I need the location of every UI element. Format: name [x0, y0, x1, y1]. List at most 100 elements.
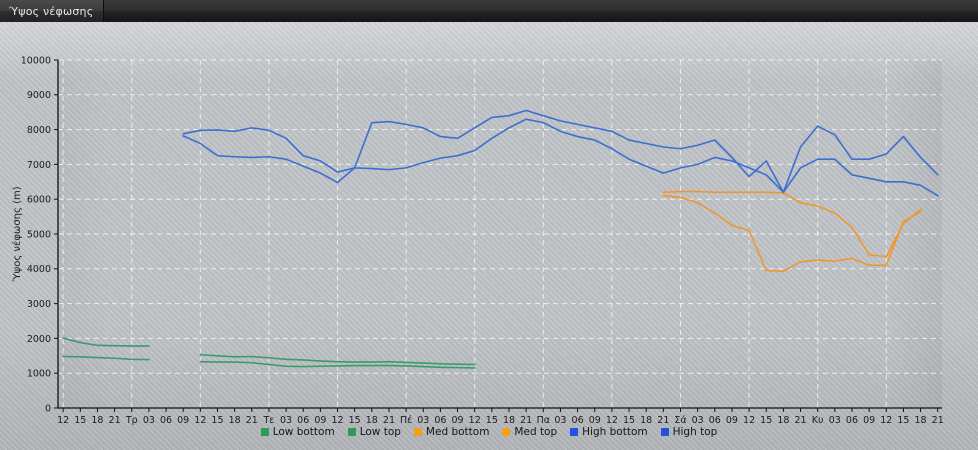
- legend-swatch-icon: [347, 428, 356, 436]
- y-axis-title: Ύψος νέφωσης (m): [11, 186, 23, 282]
- x-tick-label: 09: [177, 415, 189, 426]
- x-tick-label: 03: [143, 415, 155, 426]
- x-tick-label: 15: [760, 415, 772, 426]
- x-tick-label: Τρ: [125, 415, 138, 426]
- tick-label-layer: 0 1000 2000 3000 4000 5000 6000 7000 8000 9000 100…: [21, 55, 944, 426]
- panel-shading: [0, 22, 978, 450]
- chart-panel: 0 1000 2000 3000 4000 5000 6000 7000 8000 9000 100…: [0, 22, 978, 450]
- x-tick-label: 21: [109, 415, 121, 426]
- x-tick-label: 09: [452, 415, 464, 426]
- x-tick-label: Πα: [537, 415, 550, 426]
- legend-label: Low bottom: [272, 426, 335, 438]
- x-tick-label: 18: [777, 415, 789, 426]
- x-tick-label: Κυ: [812, 415, 824, 426]
- x-tick-label: 21: [657, 415, 669, 426]
- x-tick-label: 18: [229, 415, 241, 426]
- window-titlebar: Ύψος νέφωσης: [0, 0, 978, 23]
- x-tick-label: 15: [486, 415, 498, 426]
- x-tick-label: 15: [349, 415, 361, 426]
- legend-item-high-top[interactable]: High top: [660, 426, 718, 438]
- legend-label: Low top: [359, 426, 401, 438]
- x-tick-label: 03: [417, 415, 429, 426]
- x-tick-label: 15: [211, 415, 223, 426]
- x-tick-label: 18: [91, 415, 103, 426]
- x-tick-label: 12: [57, 415, 69, 426]
- x-tick-label: 21: [246, 415, 258, 426]
- x-tick-label: 06: [709, 415, 721, 426]
- y-tick-label: 8000: [27, 125, 51, 136]
- y-tick-label: 7000: [27, 160, 51, 171]
- x-tick-label: 12: [606, 415, 618, 426]
- legend-item-high-bottom[interactable]: High bottom: [570, 426, 648, 438]
- grid-layer: [58, 59, 942, 408]
- y-tick-label: 4000: [27, 264, 51, 275]
- y-tick-label: 5000: [27, 229, 51, 240]
- x-tick-label: 09: [589, 415, 601, 426]
- y-tick-label: 0: [45, 403, 51, 414]
- x-tick-label: Σά: [674, 415, 686, 426]
- x-tick-label: 15: [897, 415, 909, 426]
- x-tick-label: 21: [932, 415, 944, 426]
- y-tick-label: 1000: [27, 369, 51, 380]
- x-tick-label: 06: [160, 415, 172, 426]
- x-tick-label: 12: [194, 415, 206, 426]
- x-tick-label: 09: [314, 415, 326, 426]
- legend-label: Med top: [514, 426, 558, 438]
- x-tick-label: 06: [297, 415, 309, 426]
- legend-swatch-icon: [502, 428, 511, 436]
- legend-label: Med bottom: [425, 426, 490, 438]
- y-tick-label: 10000: [21, 55, 51, 66]
- panel-hatch-texture: [0, 22, 978, 450]
- x-tick-label: 21: [383, 415, 395, 426]
- series-low-bottom: [62, 355, 476, 369]
- legend-swatch-icon: [570, 428, 579, 436]
- series-med-top: [662, 190, 922, 258]
- chart-tab-label: Ύψος νέφωσης: [9, 4, 94, 18]
- x-tick-label: 06: [434, 415, 446, 426]
- x-tick-label: 06: [572, 415, 584, 426]
- legend-label: High bottom: [582, 426, 648, 438]
- legend-item-low-bottom[interactable]: Low bottom: [260, 426, 335, 438]
- x-tick-label: 06: [846, 415, 858, 426]
- x-tick-label: 12: [880, 415, 892, 426]
- legend-swatch-icon: [260, 428, 269, 436]
- y-tick-label: 2000: [27, 334, 51, 345]
- y-tick-label: 9000: [27, 90, 51, 101]
- x-tick-label: 03: [692, 415, 704, 426]
- y-tick-label: 3000: [27, 299, 51, 310]
- legend-label: High top: [672, 426, 718, 438]
- y-tick-label: 6000: [27, 195, 51, 206]
- legend-swatch-icon: [413, 428, 422, 436]
- x-tick-label: 21: [520, 415, 532, 426]
- x-tick-label: 03: [554, 415, 566, 426]
- x-tick-label: 09: [726, 415, 738, 426]
- series-low-top: [62, 337, 476, 366]
- x-tick-label: 18: [366, 415, 378, 426]
- x-tick-label: 03: [280, 415, 292, 426]
- x-tick-label: Τε: [262, 415, 274, 426]
- chart-tab[interactable]: Ύψος νέφωσης: [0, 0, 105, 22]
- x-tick-label: 15: [623, 415, 635, 426]
- legend-item-med-bottom[interactable]: Med bottom: [413, 426, 490, 438]
- x-tick-label: 21: [794, 415, 806, 426]
- chart-legend: Low bottom Low top Med bottom Med top High b…: [0, 420, 978, 444]
- series-layer: [62, 109, 939, 369]
- x-tick-label: 09: [863, 415, 875, 426]
- series-med-bottom: [662, 194, 922, 273]
- x-tick-label: 15: [74, 415, 86, 426]
- axis-layer: [54, 59, 942, 412]
- legend-swatch-icon: [660, 428, 669, 436]
- chart-svg: 0 1000 2000 3000 4000 5000 6000 7000 8000 9000 100…: [11, 55, 944, 426]
- axis-title-layer: Ύψος νέφωσης (m): [11, 186, 23, 282]
- x-tick-label: 18: [915, 415, 927, 426]
- x-tick-label: 18: [503, 415, 515, 426]
- x-tick-label: 12: [469, 415, 481, 426]
- x-tick-label: 12: [743, 415, 755, 426]
- legend-item-low-top[interactable]: Low top: [347, 426, 401, 438]
- legend-item-med-top[interactable]: Med top: [502, 426, 557, 438]
- series-high-top: [182, 109, 939, 194]
- series-high-bottom: [182, 118, 939, 197]
- x-tick-label: 03: [829, 415, 841, 426]
- x-tick-label: Πέ: [400, 415, 412, 426]
